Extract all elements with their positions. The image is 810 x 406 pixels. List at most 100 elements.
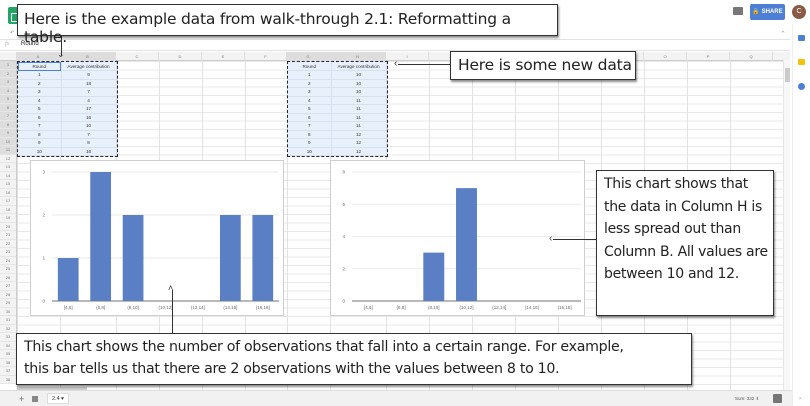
cell[interactable]: 11 [331,113,387,122]
column-header-b[interactable]: B [60,52,116,61]
column-header-d[interactable]: D [159,52,202,61]
row-header-15[interactable]: 15 [0,180,16,189]
row-header-27[interactable]: 27 [0,282,16,291]
header-cell[interactable]: Average contribution [61,62,117,71]
cell[interactable]: 10 [331,79,387,88]
row-header-26[interactable]: 26 [0,274,16,282]
cell[interactable]: 12 [331,138,387,148]
cell[interactable]: 3 [18,87,62,97]
row-header-16[interactable]: 16 [0,189,16,197]
cell[interactable]: 16 [61,147,117,156]
bar[interactable] [57,258,79,301]
cell[interactable]: 8 [18,130,62,139]
cell[interactable]: 11 [331,104,387,114]
column-header-h[interactable]: H [330,52,386,61]
cell[interactable]: 9 [288,138,332,148]
row-header-35[interactable]: 35 [0,350,16,359]
cell[interactable]: 4 [61,96,117,105]
row-header-7[interactable]: 7 [0,112,16,121]
formula-bar[interactable]: fx Round [0,39,790,51]
cell[interactable]: 1 [288,70,332,80]
cell[interactable]: 3 [288,87,332,97]
row-header-23[interactable]: 23 [0,248,16,257]
header-cell[interactable]: Round [288,62,332,71]
column-header-i[interactable]: I [386,52,429,61]
cell[interactable]: 10 [61,121,117,131]
row-header-37[interactable]: 37 [0,367,16,376]
row-header-4[interactable]: 4 [0,86,16,95]
column-header-o[interactable]: O [644,52,687,61]
column-header-c[interactable]: C [116,52,159,61]
cell[interactable]: 10 [18,147,62,156]
cell[interactable]: 18 [61,79,117,88]
cell[interactable]: 2 [288,79,332,88]
cell[interactable]: 7 [61,130,117,139]
cell[interactable]: 2 [18,79,62,88]
row-header-3[interactable]: 3 [0,78,16,87]
cell[interactable]: 5 [288,104,332,114]
row-header-12[interactable]: 12 [0,155,16,163]
cell[interactable]: 8 [288,130,332,139]
row-header-9[interactable]: 9 [0,129,16,138]
cell[interactable]: 10 [331,70,387,80]
row-header-38[interactable]: 38 [0,376,16,384]
undo-icon[interactable]: ↶ [10,30,15,36]
column-header-a[interactable]: A [17,52,60,61]
explore-icon[interactable] [773,394,782,403]
cell[interactable]: 4 [288,96,332,105]
vertical-scrollbar[interactable] [783,60,790,390]
row-header-25[interactable]: 25 [0,265,16,274]
row-header-22[interactable]: 22 [0,240,16,248]
column-header-p[interactable]: P [687,52,730,61]
table-right[interactable]: Round Average contribution 1 10 2 10 3 10 4 11 5 11… [287,61,388,157]
header-cell[interactable]: Round [18,62,62,71]
cell[interactable]: 10 [288,147,332,156]
column-header-g[interactable]: G [287,52,330,61]
row-header-34[interactable]: 34 [0,342,16,350]
cell[interactable]: 1 [18,70,62,80]
cell[interactable]: 12 [331,147,387,156]
collapse-toolbar-icon[interactable]: ⌃ [780,31,786,38]
horizontal-scroll-thumb[interactable] [17,387,87,390]
cell[interactable]: 7 [61,87,117,97]
sheet-tab-2-4[interactable]: 2.4 ▾ [47,393,69,404]
all-sheets-icon[interactable] [32,396,38,402]
row-header-8[interactable]: 8 [0,120,16,129]
column-header-q[interactable]: Q [730,52,773,61]
cell[interactable]: 17 [61,104,117,114]
row-header-19[interactable]: 19 [0,214,16,223]
row-header-1[interactable]: 1 [0,61,16,70]
histogram-chart-left[interactable]: 0 1 2 3 [4,6] (6,8] (8,10] (10,12] (12,14] (14,16… [30,160,284,316]
cell[interactable]: 11 [331,121,387,131]
histogram-chart-right[interactable]: 0 2 4 6 8 [4,6] (6,8] (8,10] (10,12] (12,14] (14,1… [330,160,585,316]
row-header-31[interactable]: 31 [0,316,16,325]
column-header-f[interactable]: F [245,52,287,61]
bar[interactable] [90,172,112,301]
cell[interactable]: 11 [331,96,387,105]
table-left[interactable]: Round Average contribution 1 9 2 18 3 7 4 4 5 17 6 16… [17,61,118,157]
row-header-36[interactable]: 36 [0,359,16,367]
bar[interactable] [219,215,241,301]
row-header-28[interactable]: 28 [0,291,16,299]
calendar-icon[interactable] [798,35,805,41]
row-header-30[interactable]: 30 [0,308,16,316]
bar[interactable] [456,188,477,301]
row-header-20[interactable]: 20 [0,223,16,231]
keep-icon[interactable] [798,59,805,65]
cell[interactable]: 7 [288,121,332,131]
column-header-e[interactable]: E [202,52,245,61]
cell[interactable]: 7 [18,121,62,131]
cell[interactable]: 12 [331,130,387,139]
row-header-10[interactable]: 10 [0,137,16,146]
bar[interactable] [252,215,274,301]
header-cell[interactable]: Average contribution [331,62,387,71]
cell[interactable]: 4 [18,96,62,105]
row-header-13[interactable]: 13 [0,163,16,172]
row-header-24[interactable]: 24 [0,257,16,265]
cell[interactable]: 6 [288,113,332,122]
cell[interactable]: 9 [61,70,117,80]
row-header-14[interactable]: 14 [0,172,16,180]
tasks-icon[interactable] [798,83,805,90]
row-header-5[interactable]: 5 [0,95,16,104]
cell[interactable]: 16 [61,113,117,122]
